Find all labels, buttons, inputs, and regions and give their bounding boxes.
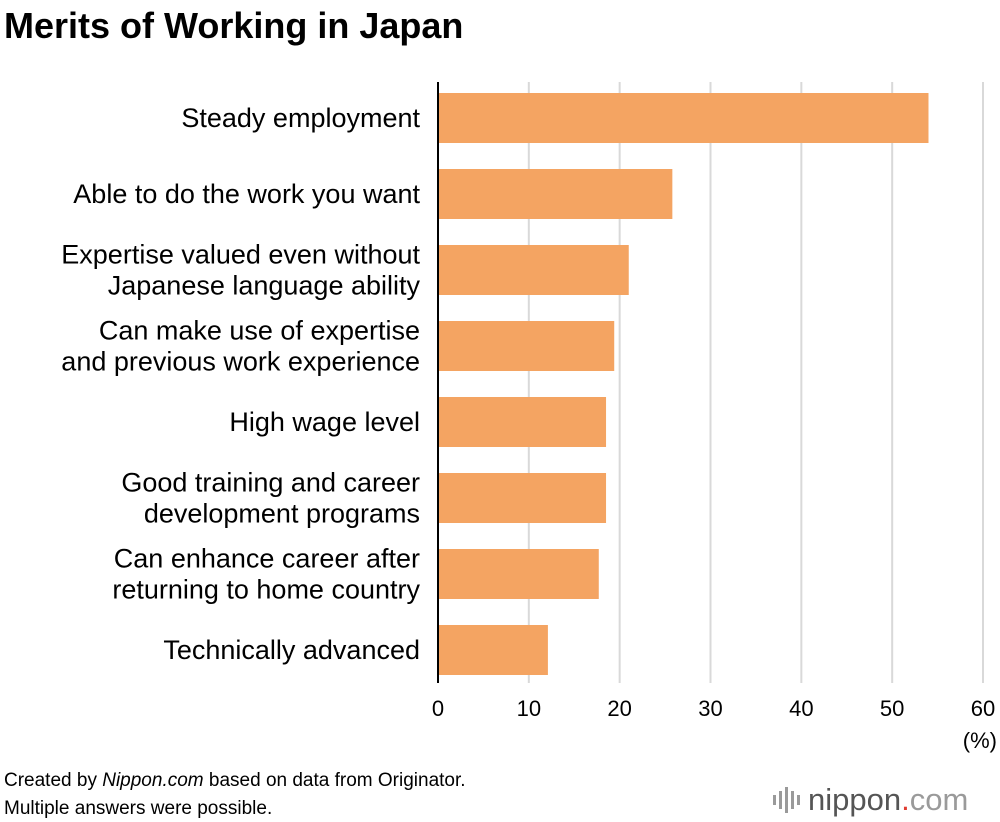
unit-label: (%) xyxy=(963,728,997,753)
category-label: Good training and career development prog… xyxy=(121,468,420,529)
category-label: Can enhance career after returning to hom… xyxy=(112,544,420,605)
category-label: Steady employment xyxy=(181,103,420,133)
bar xyxy=(438,169,673,219)
nippon-logo: nippon.com xyxy=(773,782,968,817)
x-tick-label: 50 xyxy=(880,696,904,721)
category-label: Can make use of expertise and previous wo… xyxy=(61,316,420,377)
bar xyxy=(438,473,607,523)
bar xyxy=(438,397,607,447)
bar xyxy=(438,625,548,675)
source-note: Created by Nippon.com based on data from… xyxy=(4,770,466,791)
category-label: High wage level xyxy=(229,407,420,437)
x-tick-label: 40 xyxy=(789,696,813,721)
logo-bar xyxy=(797,795,800,805)
bar xyxy=(438,549,599,599)
category-labels: Steady employment Able to do the work you… xyxy=(61,103,420,665)
bar xyxy=(438,321,615,371)
bar xyxy=(438,245,629,295)
x-tick-label: 20 xyxy=(607,696,631,721)
category-label: Able to do the work you want xyxy=(73,179,420,209)
bars xyxy=(438,93,929,675)
x-tick-label: 30 xyxy=(698,696,722,721)
logo-bar xyxy=(791,791,794,809)
bar xyxy=(438,93,929,143)
sound-wave-icon xyxy=(773,787,800,813)
x-tick-label: 10 xyxy=(517,696,541,721)
logo-bar xyxy=(785,787,788,813)
x-tick-label: 60 xyxy=(971,696,995,721)
category-label: Technically advanced xyxy=(163,635,420,665)
logo-text: nippon.com xyxy=(808,782,968,817)
x-tick-label: 0 xyxy=(432,696,444,721)
x-tick-labels: 0 10 20 30 40 50 60 xyxy=(432,696,995,721)
logo-bar xyxy=(773,795,776,805)
answers-note: Multiple answers were possible. xyxy=(4,798,272,819)
logo-bar xyxy=(779,791,782,809)
chart-title: Merits of Working in Japan xyxy=(4,5,463,46)
category-label: Expertise valued even without Japanese la… xyxy=(61,240,420,301)
